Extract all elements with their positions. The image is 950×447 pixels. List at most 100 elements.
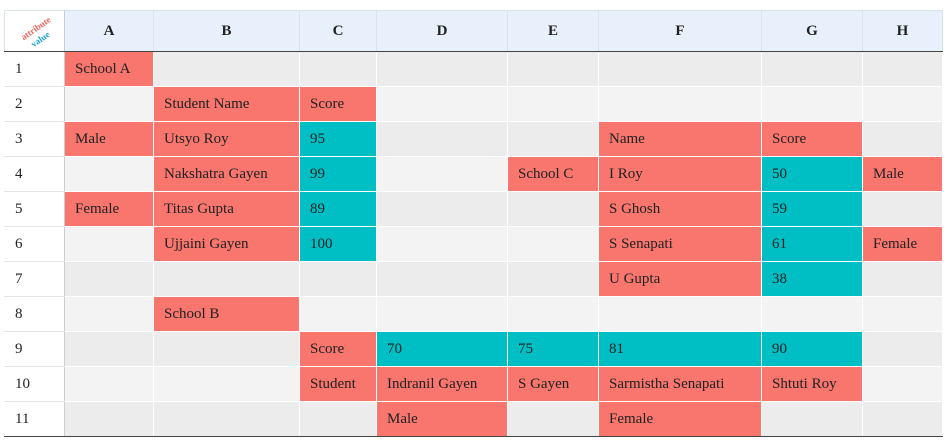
cell-g5[interactable]: 59 [761, 191, 863, 227]
cell-a4[interactable] [64, 156, 154, 192]
cell-d6[interactable] [376, 226, 508, 262]
cell-h9[interactable] [862, 331, 943, 367]
cell-a6[interactable] [64, 226, 154, 262]
cell-b1[interactable] [153, 51, 300, 87]
cell-b9[interactable] [153, 331, 300, 367]
row-header[interactable]: 7 [4, 261, 65, 297]
cell-b11[interactable] [153, 401, 300, 437]
cell-f6[interactable]: S Senapati [598, 226, 762, 262]
cell-e2[interactable] [507, 86, 599, 122]
cell-d7[interactable] [376, 261, 508, 297]
cell-h3[interactable] [862, 121, 943, 157]
row-header[interactable]: 5 [4, 191, 65, 227]
cell-f4[interactable]: I Roy [598, 156, 762, 192]
cell-f3[interactable]: Name [598, 121, 762, 157]
cell-e5[interactable] [507, 191, 599, 227]
cell-c2[interactable]: Score [299, 86, 377, 122]
cell-b10[interactable] [153, 366, 300, 402]
cell-b2[interactable]: Student Name [153, 86, 300, 122]
cell-f8[interactable] [598, 296, 762, 332]
cell-c4[interactable]: 99 [299, 156, 377, 192]
column-header-b[interactable]: B [153, 10, 300, 52]
cell-h1[interactable] [862, 51, 943, 87]
cell-a11[interactable] [64, 401, 154, 437]
cell-a3[interactable]: Male [64, 121, 154, 157]
cell-e9[interactable]: 75 [507, 331, 599, 367]
cell-f10[interactable]: Sarmistha Senapati [598, 366, 762, 402]
row-header[interactable]: 4 [4, 156, 65, 192]
row-header[interactable]: 2 [4, 86, 65, 122]
cell-h11[interactable] [862, 401, 943, 437]
cell-b7[interactable] [153, 261, 300, 297]
cell-h10[interactable] [862, 366, 943, 402]
cell-d3[interactable] [376, 121, 508, 157]
cell-c7[interactable] [299, 261, 377, 297]
cell-h8[interactable] [862, 296, 943, 332]
cell-f7[interactable]: U Gupta [598, 261, 762, 297]
cell-c1[interactable] [299, 51, 377, 87]
cell-a1[interactable]: School A [64, 51, 154, 87]
cell-d10[interactable]: Indranil Gayen [376, 366, 508, 402]
column-header-h[interactable]: H [862, 10, 943, 52]
row-header[interactable]: 11 [4, 401, 65, 437]
cell-g11[interactable] [761, 401, 863, 437]
cell-g9[interactable]: 90 [761, 331, 863, 367]
cell-e3[interactable] [507, 121, 599, 157]
cell-e8[interactable] [507, 296, 599, 332]
cell-c9[interactable]: Score [299, 331, 377, 367]
cell-h6[interactable]: Female [862, 226, 943, 262]
cell-b8[interactable]: School B [153, 296, 300, 332]
row-header[interactable]: 10 [4, 366, 65, 402]
row-header[interactable]: 3 [4, 121, 65, 157]
cell-a7[interactable] [64, 261, 154, 297]
cell-e11[interactable] [507, 401, 599, 437]
cell-f11[interactable]: Female [598, 401, 762, 437]
column-header-f[interactable]: F [598, 10, 762, 52]
cell-d4[interactable] [376, 156, 508, 192]
cell-d11[interactable]: Male [376, 401, 508, 437]
cell-a9[interactable] [64, 331, 154, 367]
cell-e6[interactable] [507, 226, 599, 262]
cell-d1[interactable] [376, 51, 508, 87]
cell-d9[interactable]: 70 [376, 331, 508, 367]
cell-b5[interactable]: Titas Gupta [153, 191, 300, 227]
column-header-e[interactable]: E [507, 10, 599, 52]
cell-e7[interactable] [507, 261, 599, 297]
cell-a5[interactable]: Female [64, 191, 154, 227]
cell-g1[interactable] [761, 51, 863, 87]
column-header-a[interactable]: A [64, 10, 154, 52]
cell-e1[interactable] [507, 51, 599, 87]
cell-c11[interactable] [299, 401, 377, 437]
cell-a2[interactable] [64, 86, 154, 122]
cell-b4[interactable]: Nakshatra Gayen [153, 156, 300, 192]
cell-d5[interactable] [376, 191, 508, 227]
row-header[interactable]: 1 [4, 51, 65, 87]
cell-g10[interactable]: Shtuti Roy [761, 366, 863, 402]
cell-f1[interactable] [598, 51, 762, 87]
cell-g6[interactable]: 61 [761, 226, 863, 262]
cell-b3[interactable]: Utsyo Roy [153, 121, 300, 157]
column-header-g[interactable]: G [761, 10, 863, 52]
row-header[interactable]: 9 [4, 331, 65, 367]
cell-g7[interactable]: 38 [761, 261, 863, 297]
cell-d8[interactable] [376, 296, 508, 332]
cell-g4[interactable]: 50 [761, 156, 863, 192]
column-header-d[interactable]: D [376, 10, 508, 52]
cell-e10[interactable]: S Gayen [507, 366, 599, 402]
cell-f5[interactable]: S Ghosh [598, 191, 762, 227]
cell-g8[interactable] [761, 296, 863, 332]
cell-c8[interactable] [299, 296, 377, 332]
cell-h2[interactable] [862, 86, 943, 122]
cell-g2[interactable] [761, 86, 863, 122]
cell-d2[interactable] [376, 86, 508, 122]
cell-e4[interactable]: School C [507, 156, 599, 192]
column-header-c[interactable]: C [299, 10, 377, 52]
cell-h4[interactable]: Male [862, 156, 943, 192]
cell-c5[interactable]: 89 [299, 191, 377, 227]
cell-h7[interactable] [862, 261, 943, 297]
row-header[interactable]: 8 [4, 296, 65, 332]
cell-a8[interactable] [64, 296, 154, 332]
cell-c3[interactable]: 95 [299, 121, 377, 157]
cell-a10[interactable] [64, 366, 154, 402]
row-header[interactable]: 6 [4, 226, 65, 262]
